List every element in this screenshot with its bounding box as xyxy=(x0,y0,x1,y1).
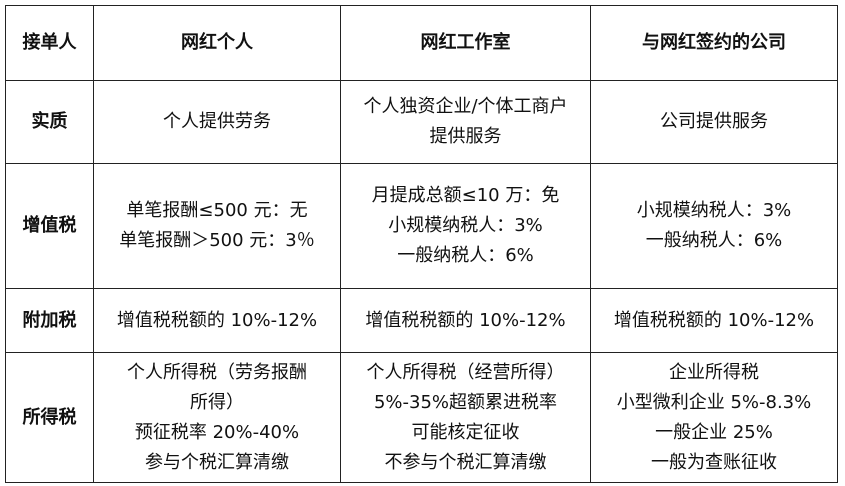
cell-line: 单笔报酬≤500 元：无 xyxy=(126,200,308,221)
table-cell: 增值税税额的 10%-12% xyxy=(93,288,341,353)
table-cell: 个人独资企业/个体工商户 提供服务 xyxy=(340,80,591,164)
table-cell: 企业所得税小型微利企业 5%-8.3% 一般企业 25% 一般为查账征收 xyxy=(590,352,838,483)
cell-line: 个人所得税（劳务报酬 xyxy=(127,361,307,383)
cell-line: 一般为查账征收 xyxy=(651,451,777,473)
cell-line: 一般纳税人：6% xyxy=(645,230,783,251)
header-cell: 网红个人 xyxy=(93,5,341,81)
cell-line: 5%-35%超额累进税率 xyxy=(373,391,558,413)
table-cell: 个人所得税（经营所得） 5%-35%超额累进税率 可能核定征收不参与个税汇算清缴 xyxy=(340,352,591,483)
cell-line: 个人提供劳务 xyxy=(163,111,271,132)
cell-line: 不参与个税汇算清缴 xyxy=(384,451,547,473)
header-row: 接单人 网红个人 网红工作室 与网红签约的公司 xyxy=(5,5,838,81)
table-cell: 小规模纳税人：3% 一般纳税人：6% xyxy=(590,163,838,289)
table-cell: 公司提供服务 xyxy=(590,80,838,164)
header-cell: 网红工作室 xyxy=(340,5,591,81)
table-cell: 增值税税额的 10%-12% xyxy=(340,288,591,353)
cell-line: 增值税税额的 10%-12% xyxy=(613,309,815,331)
table-row: 附加税 增值税税额的 10%-12% 增值税税额的 10%-12% 增值税税额的 10… xyxy=(5,288,838,353)
cell-line: 增值税税额的 10%-12% xyxy=(365,309,566,331)
cell-line: 个人所得税（经营所得） xyxy=(366,361,565,383)
row-label: 所得税 xyxy=(5,352,94,483)
cell-line: 公司提供服务 xyxy=(660,111,768,132)
cell-line: 预征税率 20%-40% xyxy=(134,421,300,443)
cell-line: 单笔报酬＞500 元：3％ xyxy=(119,230,315,251)
cell-line: 一般企业 25% xyxy=(655,421,773,443)
cell-line: 个人独资企业/个体工商户 xyxy=(363,96,568,117)
row-label: 实质 xyxy=(5,80,94,164)
table-cell: 增值税税额的 10%-12% xyxy=(590,288,838,353)
cell-line: 企业所得税 xyxy=(669,361,759,383)
cell-line: 小规模纳税人：3% xyxy=(636,200,792,221)
table-cell: 月提成总额≤10 万：免 小规模纳税人：3% 一般纳税人：6% xyxy=(340,163,591,289)
table-row: 增值税 单笔报酬≤500 元：无 单笔报酬＞500 元：3％ 月提成总额≤10 万：免… xyxy=(5,163,838,289)
table-row: 实质 个人提供劳务 个人独资企业/个体工商户 提供服务 公司提供服务 xyxy=(5,80,838,164)
table-cell: 单笔报酬≤500 元：无 单笔报酬＞500 元：3％ xyxy=(93,163,341,289)
cell-line: 可能核定征收 xyxy=(411,421,520,443)
cell-line: 所得） xyxy=(190,391,244,413)
cell-line: 参与个税汇算清缴 xyxy=(145,451,289,473)
cell-line: 提供服务 xyxy=(429,126,502,147)
table-cell: 个人提供劳务 xyxy=(93,80,341,164)
cell-line: 小型微利企业 5%-8.3% xyxy=(616,391,812,413)
row-label: 附加税 xyxy=(5,288,94,353)
header-cell: 接单人 xyxy=(5,5,94,81)
row-label: 增值税 xyxy=(5,163,94,289)
cell-line: 月提成总额≤10 万：免 xyxy=(371,185,560,206)
cell-line: 一般纳税人：6% xyxy=(397,245,534,266)
cell-line: 小规模纳税人：3% xyxy=(388,215,543,236)
table-row: 所得税 个人所得税（劳务报酬 所得） 预征税率 20%-40% 参与个税汇算清缴 个人所得… xyxy=(5,352,838,483)
cell-line: 增值税税额的 10%-12% xyxy=(116,309,318,331)
tax-comparison-table: 接单人 网红个人 网红工作室 与网红签约的公司 实质 个人提供劳务 个人独资企业/个… xyxy=(5,5,838,483)
header-cell: 与网红签约的公司 xyxy=(590,5,838,81)
table-cell: 个人所得税（劳务报酬 所得） 预征税率 20%-40% 参与个税汇算清缴 xyxy=(93,352,341,483)
